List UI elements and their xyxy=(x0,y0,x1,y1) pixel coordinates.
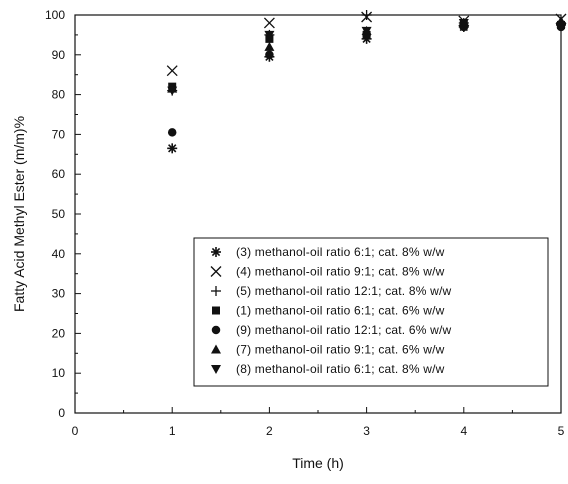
y-tick-label: 20 xyxy=(52,326,66,340)
legend-label-3: (5) methanol-oil ratio 12:1; cat. 8% w/w xyxy=(236,284,452,298)
legend-marker-7 xyxy=(211,365,221,374)
legend-label-5: (9) methanol-oil ratio 12:1; cat. 6% w/w xyxy=(236,323,452,337)
legend-marker-1 xyxy=(211,247,221,257)
y-tick-label: 60 xyxy=(52,167,66,181)
y-tick-label: 30 xyxy=(52,287,66,301)
x-tick-label: 0 xyxy=(72,424,79,438)
data-point-series-7 xyxy=(458,18,469,28)
y-tick-label: 100 xyxy=(45,8,65,22)
data-point-series-2 xyxy=(166,65,178,77)
y-tick-label: 0 xyxy=(58,406,65,420)
legend-marker-6 xyxy=(211,344,221,354)
data-point-series-6 xyxy=(264,41,275,51)
y-axis-label: Fatty Acid Methyl Ester (m/m)% xyxy=(11,116,27,312)
data-point-series-3 xyxy=(361,10,372,20)
data-point-series-7 xyxy=(361,26,372,36)
legend-marker-3 xyxy=(211,286,221,296)
x-tick-label: 1 xyxy=(169,424,176,438)
data-point-series-7 xyxy=(264,30,275,40)
legend-label-6: (7) methanol-oil ratio 9:1; cat. 6% w/w xyxy=(236,343,445,357)
legend: (3) methanol-oil ratio 6:1; cat. 8% w/w (… xyxy=(193,237,549,387)
data-point-series-7 xyxy=(556,22,566,32)
y-tick-label: 70 xyxy=(52,127,66,141)
legend-label-1: (3) methanol-oil ratio 6:1; cat. 8% w/w xyxy=(236,245,445,259)
legend-label-4: (1) methanol-oil ratio 6:1; cat. 6% w/w xyxy=(236,304,445,318)
data-point-series-7 xyxy=(167,86,178,96)
x-axis-label: Time (h) xyxy=(292,455,344,471)
legend-label-7: (8) methanol-oil ratio 6:1; cat. 8% w/w xyxy=(236,362,445,376)
x-tick-label: 5 xyxy=(558,424,565,438)
y-tick-label: 80 xyxy=(52,88,66,102)
legend-box xyxy=(193,237,549,387)
legend-marker-5 xyxy=(211,325,221,335)
y-tick-label: 90 xyxy=(52,48,66,62)
data-point-series-6 xyxy=(556,15,566,25)
legend-label-2: (4) methanol-oil ratio 9:1; cat. 8% w/w xyxy=(236,265,445,279)
legend-marker-4 xyxy=(212,306,220,315)
y-tick-label: 40 xyxy=(52,247,66,261)
data-point-series-5 xyxy=(265,50,274,60)
x-tick-label: 2 xyxy=(266,424,273,438)
data-point-series-1 xyxy=(167,143,178,154)
data-point-series-2 xyxy=(263,17,275,29)
y-tick-label: 10 xyxy=(52,366,66,380)
points-layer xyxy=(166,10,567,154)
x-tick-label: 4 xyxy=(460,424,467,438)
data-point-series-5 xyxy=(167,128,177,137)
legend-marker-2 xyxy=(210,266,222,277)
y-tick-label: 50 xyxy=(52,207,66,221)
x-tick-label: 3 xyxy=(363,424,370,438)
